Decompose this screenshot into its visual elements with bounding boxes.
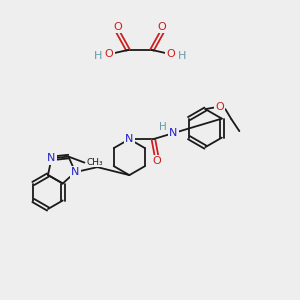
Text: O: O [167,49,176,59]
Text: N: N [47,153,56,164]
Text: O: O [105,49,113,59]
Text: N: N [125,134,134,144]
Text: N: N [169,128,178,138]
Text: N: N [71,167,80,177]
Text: O: O [114,22,122,32]
Text: O: O [152,156,161,166]
Text: O: O [158,22,166,32]
Text: O: O [215,102,224,112]
Text: H: H [178,51,186,61]
Text: CH₃: CH₃ [86,158,103,167]
Text: H: H [94,51,102,61]
Text: H: H [160,122,167,132]
